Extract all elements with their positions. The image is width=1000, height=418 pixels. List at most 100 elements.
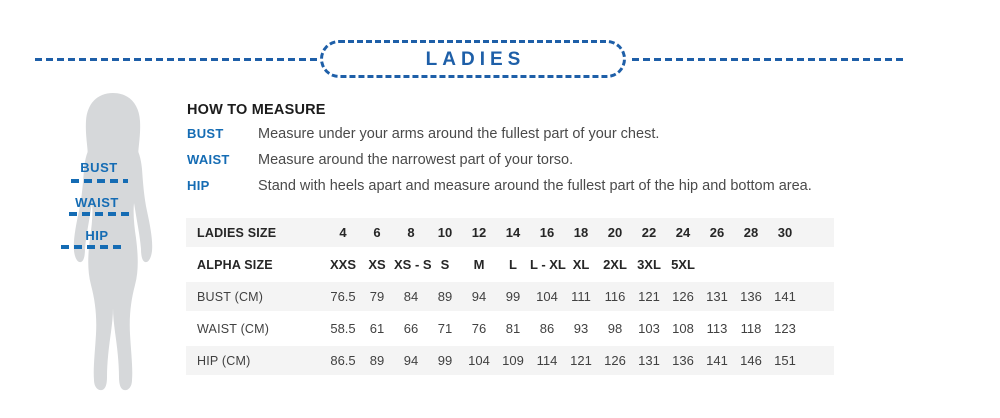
how-to-measure-title: HOW TO MEASURE [187,102,326,118]
value-cell: 141 [774,289,796,304]
table-row: ALPHA SIZE XXS XS XS - S S M L L - XL XL 2XL 3XL 5X… [186,250,834,279]
value-cell: 16 [539,225,555,240]
table-row: WAIST (CM) 58.5 61 66 71 76 81 86 93 98 103 108 113 1… [186,314,834,343]
table-row: LADIES SIZE 4 6 8 10 12 14 16 18 20 22 24 26 28 30 [186,218,834,247]
value-cell: 12 [471,225,487,240]
value-cell: 2XL [603,257,627,272]
value-cell: 146 [740,353,762,368]
value-cell: XXS [329,257,356,272]
size-table: LADIES SIZE 4 6 8 10 12 14 16 18 20 22 24 26 28 30 ALPH… [186,218,834,378]
value-cell: 126 [604,353,626,368]
page-title: LADIES [425,48,526,70]
value-cell: 6 [373,225,381,240]
value-cell: 24 [675,225,691,240]
value-cell: 123 [774,321,796,336]
row-label-cell: BUST (CM) [197,289,264,304]
value-cell: 99 [437,353,453,368]
value-cell: 66 [403,321,419,336]
header-dashed-line-left [35,58,320,61]
value-cell: 111 [571,289,591,304]
value-cell: 109 [502,353,524,368]
table-row: BUST (CM) 76.5 79 84 89 94 99 104 111 116 121 126 13… [186,282,834,311]
value-cell: 86 [539,321,555,336]
value-cell: L - XL [530,257,566,272]
header-dashed-line-right [632,58,905,61]
value-cell: M [473,257,485,272]
measure-item: BUST Measure under your arms around the … [187,126,887,152]
row-label-cell: WAIST (CM) [197,321,270,336]
measure-term: WAIST [187,152,230,167]
value-cell: 20 [607,225,623,240]
value-cell: 121 [638,289,660,304]
value-cell: 118 [740,321,762,336]
figure-marker-label: WAIST [75,195,119,210]
value-cell: 113 [706,321,728,336]
female-silhouette-image [73,93,153,391]
value-cell: XL [572,257,590,272]
value-cell: 86.5 [330,353,356,368]
value-cell: 5XL [671,257,695,272]
value-cell: 136 [740,289,762,304]
value-cell: 76 [471,321,487,336]
value-cell: 3XL [637,257,661,272]
value-cell: 126 [672,289,694,304]
value-cell: 121 [570,353,592,368]
value-cell: 93 [573,321,589,336]
figure-marker-label: HIP [85,228,109,243]
value-cell: 84 [403,289,419,304]
figure-marker-label: BUST [80,160,118,175]
value-cell: 114 [536,353,558,368]
measure-term: BUST [187,126,224,141]
figure-marker-dashed-line [69,212,129,216]
value-cell: 141 [706,353,728,368]
value-cell: 8 [407,225,415,240]
row-label-cell: ALPHA SIZE [197,257,273,272]
measure-description: Stand with heels apart and measure aroun… [258,178,812,194]
value-cell: 76.5 [330,289,356,304]
figure-marker-dashed-line [71,179,128,183]
measure-description: Measure around the narrowest part of you… [258,152,574,168]
value-cell: 61 [369,321,385,336]
value-cell: 151 [774,353,796,368]
value-cell: 30 [777,225,793,240]
ladies-pill: LADIES [320,40,626,78]
value-cell: 116 [604,289,626,304]
value-cell: 89 [369,353,385,368]
value-cell: 103 [638,321,660,336]
value-cell: 14 [505,225,521,240]
value-cell: 79 [369,289,385,304]
value-cell: 89 [437,289,453,304]
value-cell: S [440,257,450,272]
value-cell: 131 [706,289,728,304]
value-cell: XS - S [394,257,432,272]
value-cell: 94 [403,353,419,368]
value-cell: 26 [709,225,725,240]
value-cell: 94 [471,289,487,304]
value-cell: 18 [573,225,589,240]
measure-item: HIP Stand with heels apart and measure a… [187,178,887,204]
value-cell: 108 [672,321,694,336]
value-cell: 98 [607,321,623,336]
body-shape [73,135,153,391]
figure-marker-dashed-line [61,245,125,249]
value-cell: 4 [339,225,347,240]
value-cell: 104 [536,289,558,304]
value-cell: L [509,257,517,272]
row-label-cell: LADIES SIZE [197,225,277,240]
value-cell: 71 [437,321,453,336]
value-cell: 22 [641,225,657,240]
row-label-cell: HIP (CM) [197,353,251,368]
measure-term: HIP [187,178,210,193]
value-cell: 104 [468,353,490,368]
measure-list: BUST Measure under your arms around the … [187,126,887,204]
how-to-measure-section: HOW TO MEASURE BUST Measure under your a… [187,102,887,204]
table-row: HIP (CM) 86.5 89 94 99 104 109 114 121 126 131 136 1… [186,346,834,375]
measure-item: WAIST Measure around the narrowest part … [187,152,887,178]
value-cell: 131 [638,353,660,368]
value-cell: 99 [505,289,521,304]
head-shape [100,99,126,133]
value-cell: XS [368,257,386,272]
value-cell: 58.5 [330,321,356,336]
value-cell: 81 [505,321,521,336]
